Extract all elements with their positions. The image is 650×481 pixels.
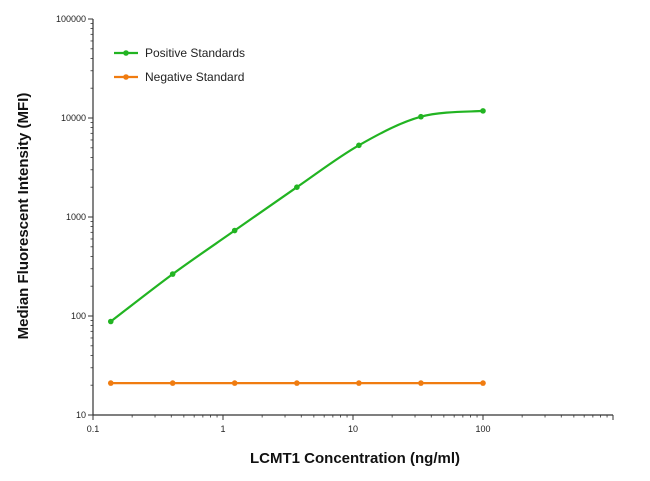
- data-point: [480, 380, 486, 386]
- data-point: [480, 108, 486, 114]
- y-tick-label: 10000: [61, 113, 86, 123]
- data-point: [418, 380, 424, 386]
- data-point: [356, 380, 362, 386]
- series-line-0: [110, 109, 484, 323]
- data-point: [294, 380, 300, 386]
- x-tick-label: 0.1: [87, 424, 100, 434]
- x-tick-label: 100: [475, 424, 490, 434]
- data-point: [169, 271, 176, 277]
- x-axis-title: LCMT1 Concentration (ng/ml): [250, 450, 460, 467]
- y-tick-label: 100: [71, 311, 86, 321]
- data-point: [107, 380, 114, 386]
- data-point: [294, 184, 300, 190]
- x-tick-label: 1: [220, 424, 225, 434]
- data-point: [231, 380, 238, 386]
- y-axis-title: Median Fluorescent Intensity (MFI): [15, 93, 32, 340]
- legend-marker: [123, 74, 129, 80]
- series-layer: [107, 108, 486, 386]
- legend-label: Positive Standards: [145, 46, 245, 60]
- axes: 10 100 1000 10000 100000 0.1 1 10 100: [56, 14, 614, 434]
- data-point: [418, 113, 424, 120]
- y-tick-label: 10: [76, 410, 86, 420]
- x-tick-label: 10: [348, 424, 358, 434]
- legend-marker: [123, 50, 129, 56]
- y-tick-label: 1000: [66, 212, 86, 222]
- data-point: [169, 380, 176, 386]
- data-point: [231, 227, 238, 234]
- y-tick-label: 100000: [56, 14, 86, 24]
- data-point: [107, 318, 114, 325]
- legend-label: Negative Standard: [145, 70, 244, 84]
- data-point: [356, 142, 362, 149]
- legend: Positive Standards Negative Standard: [114, 46, 245, 84]
